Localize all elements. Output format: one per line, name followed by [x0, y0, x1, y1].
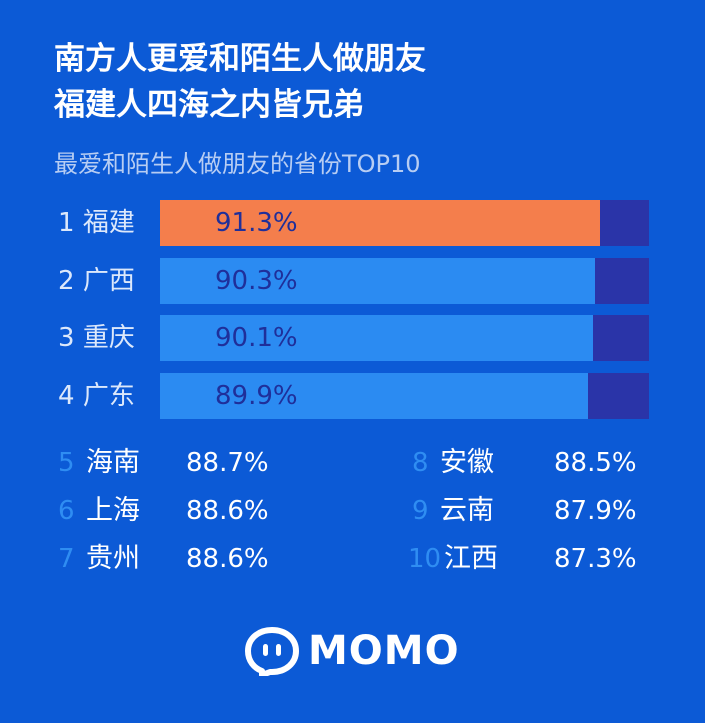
headline-line-2: 福建人四海之内皆兄弟	[54, 87, 364, 123]
momo-logo-icon	[245, 627, 299, 676]
list-value-text: 87.9%	[554, 496, 637, 526]
list-rank: 5	[58, 448, 75, 478]
bar-province: 广东	[82, 381, 135, 411]
headline: 南方人更爱和陌生人做朋友 福建人四海之内皆兄弟	[54, 36, 426, 128]
bar-row-3: 3 重庆 90.1%	[0, 315, 705, 361]
list-value: 88.6%	[186, 539, 269, 579]
bar-row-label: 4 广东	[58, 373, 135, 419]
bar-province: 福建	[82, 208, 135, 238]
headline-line-1: 南方人更爱和陌生人做朋友	[54, 41, 426, 77]
list-value-text: 88.5%	[554, 448, 637, 478]
list-rank: 7	[58, 544, 75, 574]
list-value: 88.7%	[186, 443, 269, 483]
momo-logo-text: MOMO	[308, 628, 460, 674]
bar-row-label: 3 重庆	[58, 315, 135, 361]
chart-title: 最爱和陌生人做朋友的省份TOP10	[54, 150, 421, 178]
bar-rank: 3	[58, 323, 75, 353]
list-item: 8 安徽	[412, 443, 494, 483]
bar-value-label: 90.3%	[215, 266, 298, 296]
bar-rank: 4	[58, 381, 75, 411]
list-item: 10 江西	[408, 539, 498, 579]
bar-fill	[160, 373, 588, 419]
list-rank: 10	[408, 544, 442, 574]
bar-province: 重庆	[82, 323, 135, 353]
bar-fill	[160, 315, 593, 361]
bar-fill	[160, 200, 600, 246]
list-value: 88.5%	[554, 443, 637, 483]
list-item: 5 海南	[58, 443, 140, 483]
list-rank: 9	[412, 496, 429, 526]
bar-track: 89.9%	[160, 373, 649, 419]
bar-row-label: 1 福建	[58, 200, 135, 246]
list-province: 安徽	[440, 447, 494, 478]
bar-row-2: 2 广西 90.3%	[0, 258, 705, 304]
list-value-text: 87.3%	[554, 544, 637, 574]
bar-province: 广西	[82, 266, 135, 296]
list-value: 88.6%	[186, 491, 269, 531]
bar-row-label: 2 广西	[58, 258, 135, 304]
list-province: 上海	[86, 495, 140, 526]
bar-row-4: 4 广东 89.9%	[0, 373, 705, 419]
bar-track: 90.1%	[160, 315, 649, 361]
list-item: 6 上海	[58, 491, 140, 531]
list-province: 海南	[86, 447, 140, 478]
list-item: 9 云南	[412, 491, 494, 531]
list-province: 江西	[444, 543, 498, 574]
bar-value-label: 90.1%	[215, 323, 298, 353]
list-province: 云南	[440, 495, 494, 526]
list-province: 贵州	[86, 543, 140, 574]
bar-track: 90.3%	[160, 258, 649, 304]
list-rank: 6	[58, 496, 75, 526]
bar-row-1: 1 福建 91.3%	[0, 200, 705, 246]
list-value-text: 88.6%	[186, 544, 269, 574]
list-rank: 8	[412, 448, 429, 478]
bar-fill	[160, 258, 595, 304]
bar-value-label: 91.3%	[215, 208, 298, 238]
list-value: 87.9%	[554, 491, 637, 531]
momo-logo: MOMO	[244, 626, 484, 676]
bar-value-label: 89.9%	[215, 381, 298, 411]
list-value: 87.3%	[554, 539, 637, 579]
list-value-text: 88.6%	[186, 496, 269, 526]
list-item: 7 贵州	[58, 539, 140, 579]
bar-rank: 1	[58, 208, 75, 238]
list-value-text: 88.7%	[186, 448, 269, 478]
bar-track: 91.3%	[160, 200, 649, 246]
bar-rank: 2	[58, 266, 75, 296]
